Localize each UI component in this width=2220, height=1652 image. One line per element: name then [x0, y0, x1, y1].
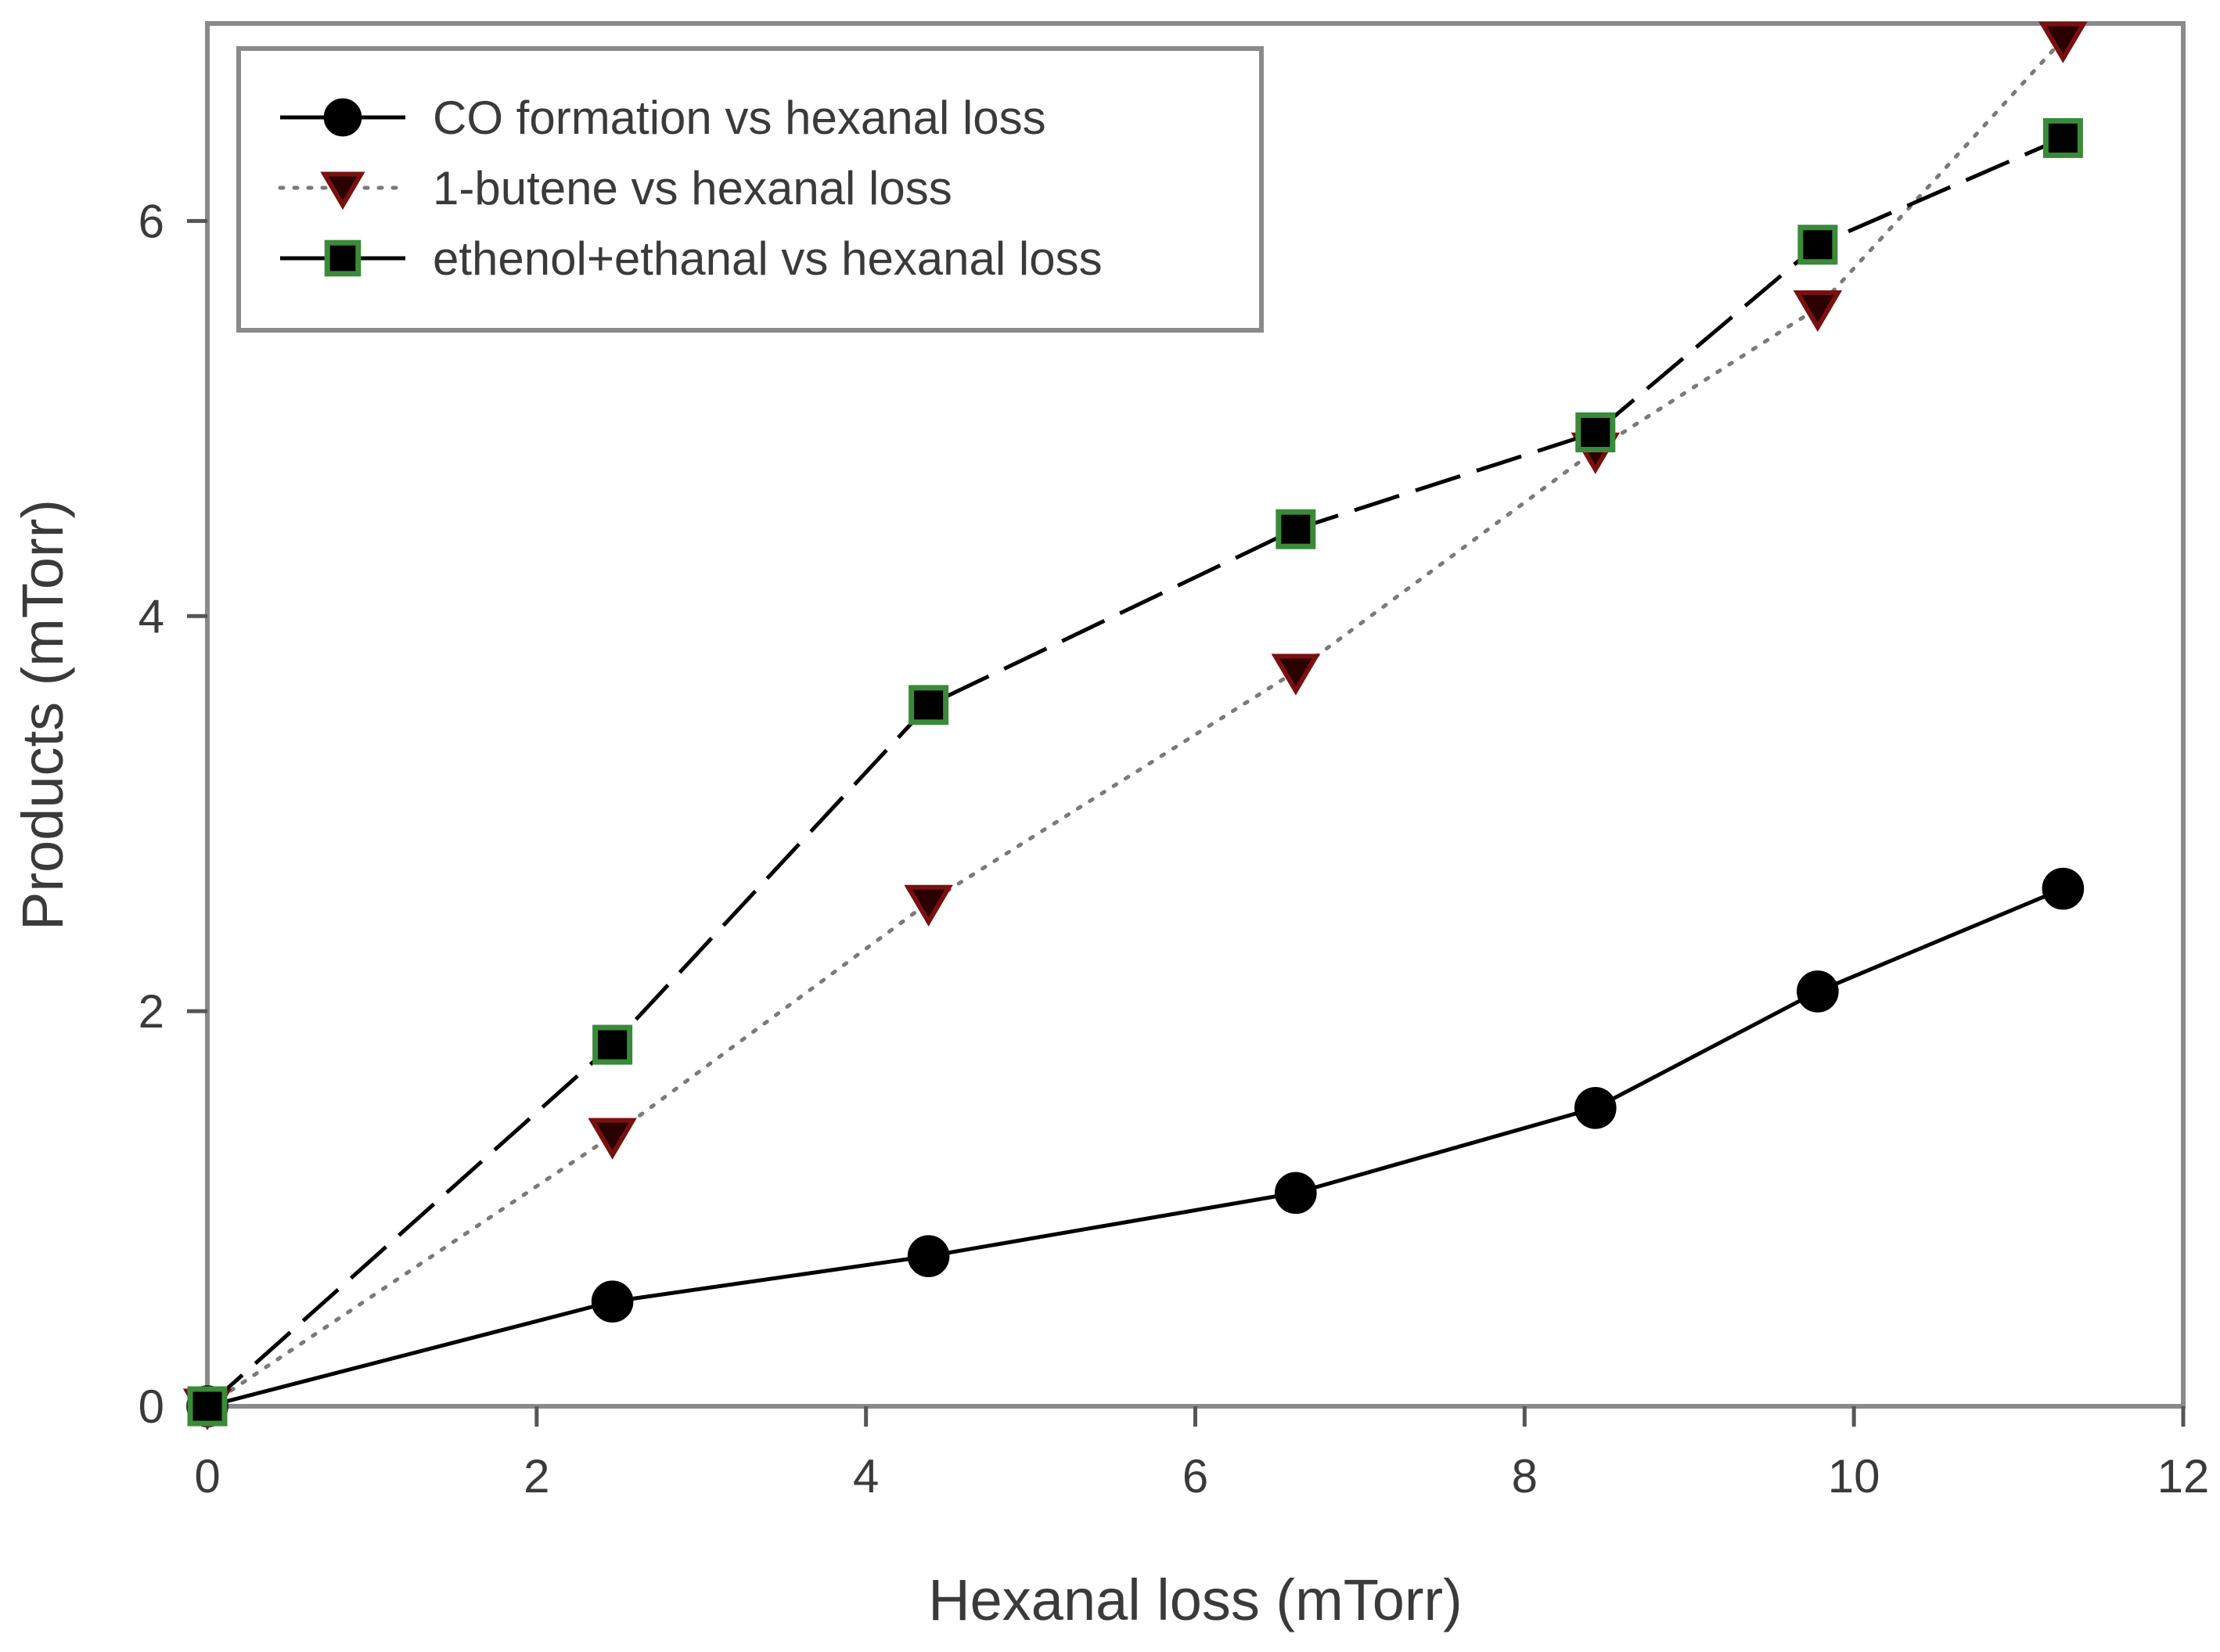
- x-tick-label-2: 2: [524, 1450, 549, 1503]
- data-point-2-2: [909, 685, 949, 725]
- series-2: [187, 117, 2083, 1427]
- data-point-2-5: [1797, 225, 1838, 265]
- data-point-1-1: [588, 1118, 637, 1160]
- legend: CO formation vs hexanal loss 1-butene vs …: [236, 46, 1264, 333]
- legend-label-2: ethenol+ethanal vs hexanal loss: [433, 232, 1103, 285]
- data-point-0-2: [907, 1235, 950, 1277]
- data-point-0-6: [2042, 867, 2085, 910]
- legend-marker-1: [320, 171, 365, 211]
- data-point-1-3: [1271, 653, 1321, 696]
- x-tick-label-4: 4: [853, 1450, 879, 1503]
- data-point-2-4: [1575, 412, 1616, 453]
- legend-label-0: CO formation vs hexanal loss: [433, 92, 1046, 144]
- x-axis-title: Hexanal loss (mTorr): [928, 1567, 1463, 1632]
- x-tick-label-0: 0: [194, 1450, 220, 1503]
- data-point-0-3: [1275, 1172, 1317, 1215]
- legend-box: [236, 46, 1264, 333]
- data-point-0-1: [591, 1280, 634, 1323]
- data-point-1-5: [1793, 290, 1843, 333]
- y-tick-label-2: 2: [139, 985, 164, 1038]
- data-point-2-3: [1276, 509, 1316, 549]
- x-tick-label-10: 10: [1828, 1450, 1880, 1503]
- y-axis-title: Products (mTorr): [10, 499, 75, 930]
- data-point-2-0: [187, 1386, 228, 1427]
- x-tick-label-6: 6: [1182, 1450, 1208, 1503]
- data-point-1-2: [904, 884, 953, 927]
- data-point-1-6: [2038, 21, 2088, 63]
- legend-marker-2: [324, 239, 362, 277]
- series-1: [182, 21, 2088, 1431]
- data-point-2-6: [2042, 117, 2083, 158]
- y-tick-label-4: 4: [139, 590, 164, 642]
- series-line-0: [207, 887, 2064, 1409]
- legend-label-1: 1-butene vs hexanal loss: [433, 162, 952, 214]
- data-point-0-4: [1574, 1087, 1617, 1129]
- x-tick-label-12: 12: [2157, 1450, 2210, 1503]
- y-axis: 0 2 4 6: [139, 195, 207, 1433]
- x-tick-label-8: 8: [1512, 1450, 1538, 1503]
- legend-marker-0: [323, 98, 362, 137]
- y-tick-label-6: 6: [139, 195, 164, 247]
- series-layer: [182, 21, 2088, 1431]
- y-tick-label-0: 0: [139, 1380, 164, 1433]
- series-0: [186, 867, 2085, 1427]
- x-axis: 0 2 4 6 8 10 12: [194, 1406, 2209, 1503]
- data-point-2-1: [592, 1024, 633, 1065]
- data-point-0-5: [1797, 970, 1839, 1013]
